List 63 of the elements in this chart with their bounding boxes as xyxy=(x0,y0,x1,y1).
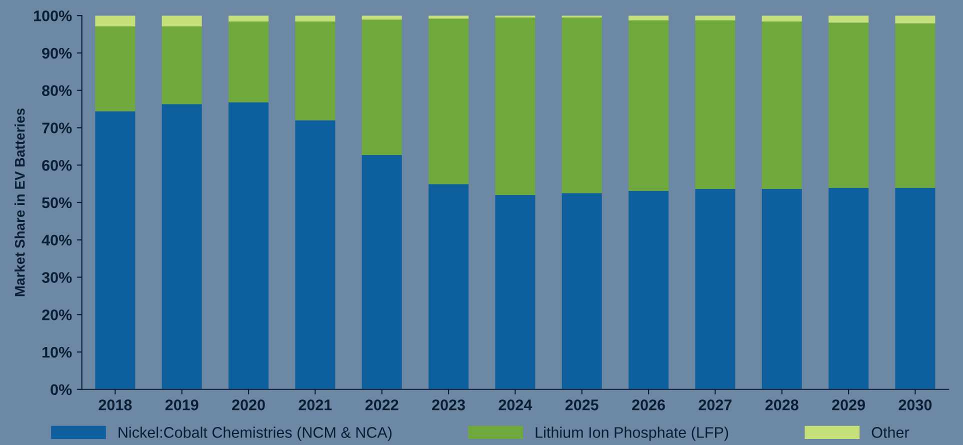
bar xyxy=(762,16,802,22)
legend-label: Other xyxy=(872,426,910,438)
bar xyxy=(828,188,869,390)
bar xyxy=(295,22,336,120)
x-tick-label: 2027 xyxy=(698,400,732,410)
bar xyxy=(562,193,602,390)
y-tick-label: 40% xyxy=(42,234,72,246)
bar xyxy=(428,18,469,184)
y-tick-label: 90% xyxy=(42,48,72,59)
bar xyxy=(628,20,669,191)
x-tick-label: 2023 xyxy=(432,400,465,410)
bar xyxy=(495,17,536,195)
bar xyxy=(95,16,136,26)
bar xyxy=(228,102,269,390)
x-tick-label: 2019 xyxy=(165,400,198,410)
bar xyxy=(628,16,669,20)
x-tick-label: 2029 xyxy=(832,400,865,410)
bar xyxy=(495,195,536,390)
bar xyxy=(362,155,402,390)
bar xyxy=(295,120,336,390)
bar xyxy=(228,16,269,22)
y-tick-label: 0% xyxy=(50,384,72,396)
y-tick-label: 60% xyxy=(42,160,72,171)
x-tick-label: 2022 xyxy=(365,400,398,410)
bar xyxy=(95,111,136,390)
bar xyxy=(362,20,402,155)
bar xyxy=(895,188,936,390)
y-tick-label: 50% xyxy=(42,197,72,208)
x-tick-label: 2026 xyxy=(632,400,665,410)
bar xyxy=(428,184,469,390)
bar xyxy=(295,16,336,22)
x-tick-label: 2024 xyxy=(498,400,532,410)
y-tick-label: 30% xyxy=(42,272,72,283)
y-tick-label: 100% xyxy=(34,10,72,22)
x-tick-label: 2020 xyxy=(232,400,265,410)
legend-label: Nickel:Cobalt Chemistries (NCM & NCA) xyxy=(118,426,392,441)
y-axis-title: Market Share in EV Batteries xyxy=(14,108,25,296)
bar xyxy=(162,26,202,104)
y-tick-label: 70% xyxy=(42,122,72,134)
bar xyxy=(762,189,802,390)
y-tick-label: 80% xyxy=(42,85,72,96)
x-tick-label: 2030 xyxy=(898,400,932,410)
x-tick-label: 2018 xyxy=(98,400,132,410)
bar xyxy=(695,16,736,20)
bar xyxy=(228,22,269,102)
bar xyxy=(828,22,869,188)
bar xyxy=(828,16,869,23)
bar xyxy=(162,104,202,390)
y-tick-label: 10% xyxy=(42,346,72,358)
y-tick-label: 20% xyxy=(42,309,72,320)
legend-label: Lithium Ion Phosphate (LFP) xyxy=(536,426,728,441)
bar xyxy=(95,26,136,112)
bar xyxy=(695,20,736,190)
x-tick-label: 2028 xyxy=(765,400,798,410)
bar xyxy=(162,16,202,26)
bar xyxy=(695,189,736,390)
bar xyxy=(895,23,936,188)
bar xyxy=(628,190,669,390)
x-tick-label: 2025 xyxy=(565,400,598,410)
x-tick-label: 2021 xyxy=(298,400,332,410)
bar xyxy=(562,17,602,194)
bar xyxy=(762,22,802,190)
bar xyxy=(895,16,936,24)
